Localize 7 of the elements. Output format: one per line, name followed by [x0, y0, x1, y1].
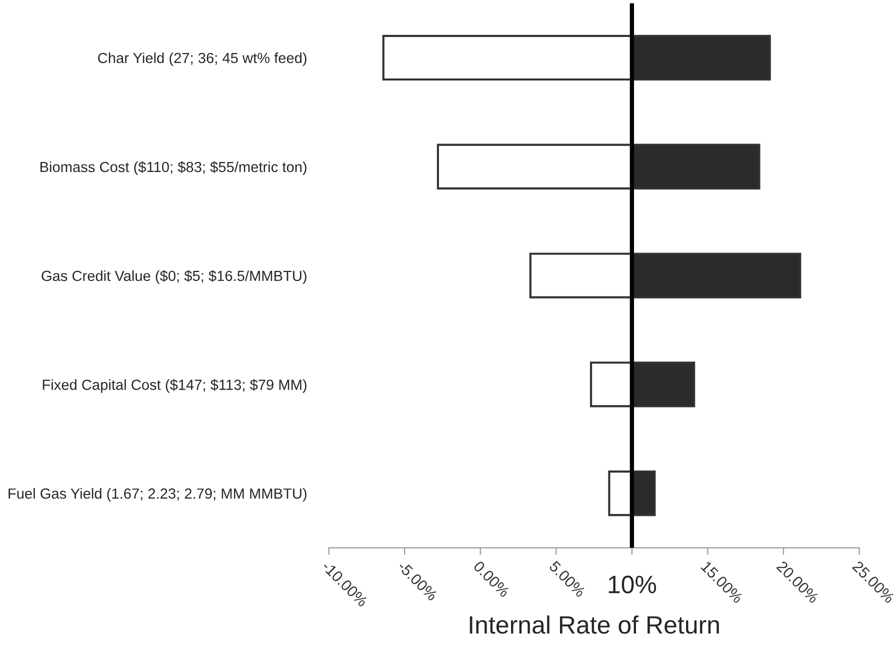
- x-axis-title: Internal Rate of Return: [470, 615, 719, 634]
- ref-line-label: 10%: [608, 576, 656, 594]
- y-tick-label: Char Yield (27; 36; 45 wt% feed): [98, 52, 306, 66]
- y-tick-label: Fuel Gas Yield (1.67; 2.23; 2.79; MM MMBTU): [8, 488, 306, 502]
- y-tick-label: Biomass Cost ($110; $83; $55/metric ton): [40, 161, 306, 176]
- y-tick-label: Fixed Capital Cost ($147; $113; $79 MM): [42, 379, 306, 393]
- y-tick-label: Gas Credit Value ($0; $5; $16.5/MMBTU): [42, 270, 306, 284]
